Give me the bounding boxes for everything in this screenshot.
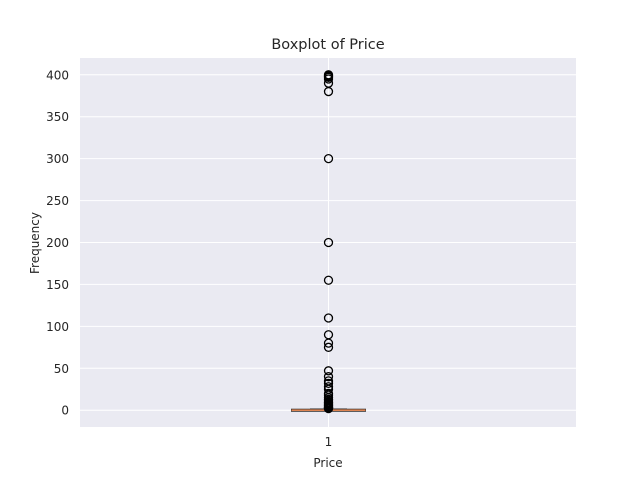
outlier-point <box>323 342 334 352</box>
y-tick-label: 50 <box>54 362 69 376</box>
x-ticks: 1 <box>325 435 333 449</box>
y-tick-label: 200 <box>46 236 69 250</box>
outlier-point <box>323 86 334 97</box>
outlier-point <box>323 366 334 376</box>
y-ticks: 0 50 100 150 200 250 300 350 400 <box>46 68 69 417</box>
chart-title: Boxplot of Price <box>271 37 384 53</box>
outlier-point <box>323 403 334 414</box>
x-tick-label: 1 <box>325 435 333 449</box>
y-tick-label: 150 <box>46 278 69 292</box>
y-tick-label: 250 <box>46 194 69 208</box>
y-tick-label: 300 <box>46 152 69 166</box>
y-tick-label: 350 <box>46 110 69 124</box>
y-tick-label: 0 <box>61 404 69 418</box>
y-tick-label: 100 <box>46 320 69 334</box>
outlier-point <box>323 372 334 382</box>
outlier-point <box>323 74 334 84</box>
grid <box>80 58 576 427</box>
outliers <box>323 70 334 414</box>
outlier-point <box>323 378 334 389</box>
outlier-point <box>323 153 334 164</box>
outlier-point <box>323 338 334 348</box>
x-axis-label: Price <box>313 456 342 470</box>
y-axis-label: Frequency <box>28 212 42 274</box>
outlier-point <box>323 237 334 248</box>
outlier-point <box>323 275 334 285</box>
y-tick-label: 400 <box>46 68 69 82</box>
outlier-point <box>323 313 334 323</box>
